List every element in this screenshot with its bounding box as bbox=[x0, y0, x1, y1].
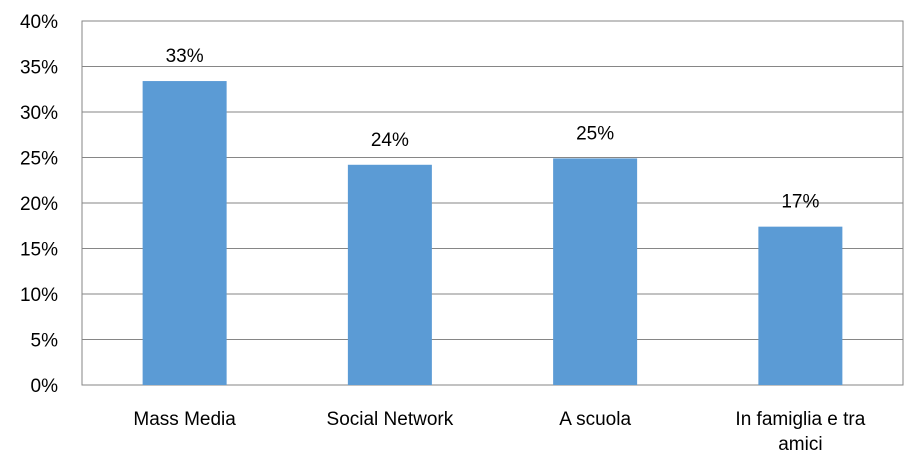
bar bbox=[142, 81, 227, 385]
data-label: 17% bbox=[781, 192, 819, 213]
bar bbox=[758, 226, 843, 385]
x-category-label-line: In famiglia e tra bbox=[735, 409, 865, 430]
x-category-label: In famiglia e tra amici bbox=[735, 409, 865, 455]
data-label: 25% bbox=[576, 123, 614, 144]
y-axis-tick-labels: 0% 5% 10% 15% 20% 25% 30% 35% 40% bbox=[20, 12, 58, 397]
data-label: 33% bbox=[166, 46, 204, 67]
y-tick-label: 0% bbox=[31, 376, 59, 397]
bar bbox=[347, 164, 432, 385]
x-category-label-line: amici bbox=[778, 434, 822, 455]
data-labels: 33% 24% 25% 17% bbox=[166, 46, 820, 213]
x-category-label: A scuola bbox=[559, 409, 631, 430]
y-tick-label: 30% bbox=[20, 103, 58, 124]
x-category-label-line: Mass Media bbox=[133, 409, 236, 430]
plot-area-border bbox=[81, 20, 904, 386]
y-tick-label: 5% bbox=[31, 331, 59, 352]
y-tick-label: 15% bbox=[20, 240, 58, 261]
x-category-label: Mass Media bbox=[133, 409, 236, 430]
x-axis-category-labels: Mass Media Social Network A scuola In famig… bbox=[133, 409, 865, 455]
y-tick-label: 25% bbox=[20, 149, 58, 170]
x-category-label-line: Social Network bbox=[327, 409, 454, 430]
bars bbox=[142, 81, 843, 385]
y-tick-label: 35% bbox=[20, 58, 58, 79]
bar bbox=[553, 158, 638, 385]
data-label: 24% bbox=[371, 130, 409, 151]
x-category-label-line: A scuola bbox=[559, 409, 631, 430]
y-tick-label: 10% bbox=[20, 285, 58, 306]
y-tick-label: 20% bbox=[20, 194, 58, 215]
y-tick-label: 40% bbox=[20, 12, 58, 33]
x-category-label: Social Network bbox=[327, 409, 454, 430]
